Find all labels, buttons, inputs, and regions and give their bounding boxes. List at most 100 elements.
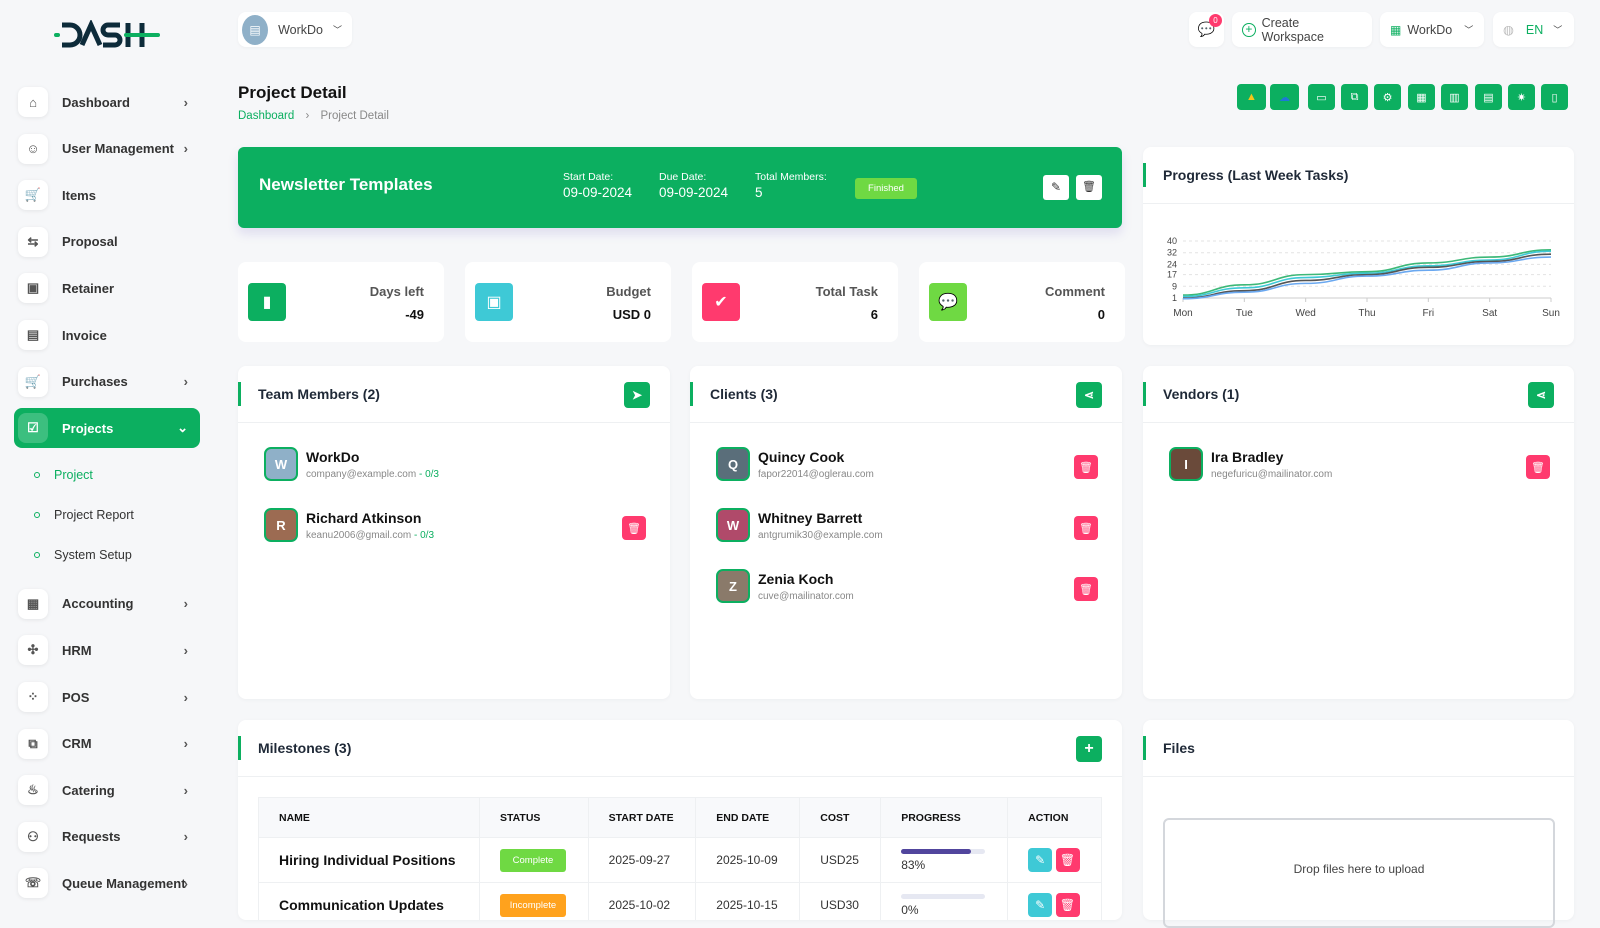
page-title: Project Detail xyxy=(238,83,347,102)
progress-fill xyxy=(901,848,971,854)
remove-member-button[interactable]: 🗑 xyxy=(1074,516,1098,540)
sidebar-item-label: Proposal xyxy=(62,234,118,250)
remove-member-button[interactable]: 🗑 xyxy=(1074,577,1098,601)
avatar: W xyxy=(716,508,750,542)
column-header[interactable]: COST xyxy=(799,797,882,838)
series-line-3 xyxy=(1182,256,1552,300)
toolbar-copy-button[interactable]: ⧉ xyxy=(1341,84,1368,110)
toolbar-onedrive-button[interactable]: ☁ xyxy=(1270,84,1299,110)
toolbar-calendar-button[interactable]: ▦ xyxy=(1408,84,1435,110)
pencil-icon: ✎ xyxy=(1035,898,1046,912)
sidebar-item-dashboard[interactable]: ⌂ Dashboard › xyxy=(14,82,200,122)
avatar: R xyxy=(264,508,298,542)
column-header[interactable]: START DATE xyxy=(587,797,697,838)
share-vendors-button[interactable]: ⋖ xyxy=(1528,382,1554,408)
chevron-right-icon: › xyxy=(183,642,188,658)
toolbar-settings-button[interactable]: ⚙ xyxy=(1374,84,1401,110)
edit-milestone-button[interactable]: ✎ xyxy=(1028,848,1053,872)
edit-milestone-button[interactable]: ✎ xyxy=(1028,893,1053,917)
member-name: Quincy Cook xyxy=(758,448,845,465)
sidebar-item-queue-management[interactable]: ☏ Queue Management › xyxy=(14,863,200,903)
trash-icon: 🗑 xyxy=(1059,853,1076,867)
column-header[interactable]: END DATE xyxy=(695,797,801,838)
series-line-2 xyxy=(1182,253,1552,299)
apps-icon: ▦ xyxy=(1390,22,1402,37)
column-header[interactable]: STATUS xyxy=(478,797,589,838)
delete-milestone-button[interactable]: 🗑 xyxy=(1055,893,1080,917)
column-header[interactable]: NAME xyxy=(258,797,480,838)
avatar: W xyxy=(264,447,298,481)
column-header[interactable]: PROGRESS xyxy=(880,797,1009,838)
delete-milestone-button[interactable]: 🗑 xyxy=(1055,848,1080,872)
milestone-start: 2025-09-27 xyxy=(587,837,697,883)
milestone-name: Hiring Individual Positions xyxy=(258,837,480,883)
trash-icon: 🗑 xyxy=(1079,522,1093,535)
sidebar-item-items[interactable]: 🛒 Items xyxy=(14,175,200,215)
toolbar-bug-button[interactable]: ✷ xyxy=(1508,84,1535,110)
file-icon: ▯ xyxy=(1551,91,1558,104)
column-header[interactable]: ACTION xyxy=(1007,797,1102,838)
toolbar-google-drive-button[interactable]: ▲ xyxy=(1237,84,1266,110)
workspace-switcher[interactable]: ▤ WorkDo ﹀ xyxy=(238,12,352,47)
sidebar-subitem-project[interactable]: Project xyxy=(34,468,93,482)
member-item: I Ira Bradley negefuricu@mailinator.com xyxy=(1169,447,1332,481)
sidebar-item-retainer[interactable]: ▣ Retainer xyxy=(14,268,200,308)
member-item: Z Zenia Koch cuve@mailinator.com xyxy=(716,569,854,603)
breadcrumb-dashboard[interactable]: Dashboard xyxy=(238,110,295,122)
catering-icon: ♨ xyxy=(18,775,48,806)
sidebar-item-purchases[interactable]: 🛒 Purchases › xyxy=(14,362,200,402)
project-header-card: Newsletter Templates Start Date: 09-09-2… xyxy=(238,147,1122,228)
sidebar-subitem-project-report[interactable]: Project Report xyxy=(34,508,134,522)
invite-member-button[interactable]: ➤ xyxy=(624,382,650,408)
stat-value: -49 xyxy=(405,307,424,322)
edit-project-button[interactable]: ✎ xyxy=(1043,175,1069,200)
remove-member-button[interactable]: 🗑 xyxy=(1074,455,1098,479)
sidebar-item-user-management[interactable]: ☺ User Management › xyxy=(14,129,200,169)
pencil-icon: ✎ xyxy=(1035,853,1046,867)
sidebar-item-catering[interactable]: ♨ Catering › xyxy=(14,770,200,810)
file-dropzone[interactable]: Drop files here to upload xyxy=(1163,818,1555,928)
sidebar-item-requests[interactable]: ⚇ Requests › xyxy=(14,817,200,857)
sidebar-item-projects[interactable]: ☑ Projects ⌄ xyxy=(14,408,200,449)
delete-project-button[interactable]: 🗑 xyxy=(1076,175,1102,200)
messages-button[interactable]: 💬 0 xyxy=(1189,12,1224,47)
sidebar-item-invoice[interactable]: ▤ Invoice xyxy=(14,315,200,355)
create-workspace-button[interactable]: + Create Workspace xyxy=(1232,12,1372,47)
add-milestone-button[interactable]: + xyxy=(1076,736,1102,762)
toolbar-file-button[interactable]: ▯ xyxy=(1541,84,1568,110)
trash-icon: 🗑 xyxy=(1079,461,1093,474)
workspace-menu[interactable]: ▦ WorkDo ﹀ xyxy=(1380,12,1484,47)
remove-member-button[interactable]: 🗑 xyxy=(622,516,646,540)
share-icon: ⋖ xyxy=(1535,388,1547,402)
check-icon: ✔ xyxy=(702,283,740,321)
toolbar-video-button[interactable]: ▭ xyxy=(1308,84,1335,110)
sidebar-subitem-system-setup[interactable]: System Setup xyxy=(34,548,132,562)
share-clients-button[interactable]: ⋖ xyxy=(1076,382,1102,408)
remove-member-button[interactable]: 🗑 xyxy=(1526,455,1550,479)
sidebar-item-pos[interactable]: ⁘ POS › xyxy=(14,677,200,717)
calendar-icon: ▮ xyxy=(248,283,286,321)
start-date-label: Start Date: xyxy=(563,171,614,183)
calendar-icon: ▦ xyxy=(1416,91,1427,104)
language-selector[interactable]: ◍ EN ﹀ xyxy=(1493,12,1574,47)
stat-card-budget: ▣ Budget USD 0 xyxy=(465,262,671,342)
sidebar-item-crm[interactable]: ⧉ CRM › xyxy=(14,724,200,764)
bullet-icon xyxy=(34,511,40,518)
sidebar-item-hrm[interactable]: ✣ HRM › xyxy=(14,630,200,670)
sidebar-item-proposal[interactable]: ⇆ Proposal xyxy=(14,222,200,262)
proposal-icon: ⇆ xyxy=(18,226,48,257)
sidebar-item-accounting[interactable]: ▦ Accounting › xyxy=(14,584,200,624)
toolbar-chart-button[interactable]: ▥ xyxy=(1441,84,1468,110)
sidebar-subitem-label: Project Report xyxy=(54,507,134,522)
requests-icon: ⚇ xyxy=(18,821,48,852)
money-icon: ▣ xyxy=(475,283,513,321)
sidebar-item-label: Requests xyxy=(62,829,121,845)
member-item: Q Quincy Cook fapor22014@oglerau.com xyxy=(716,447,874,481)
milestone-row: Hiring Individual Positions Complete 202… xyxy=(258,837,1102,883)
workspace-name: WorkDo xyxy=(278,22,323,37)
y-tick-label: 40 xyxy=(1167,236,1177,246)
retainer-icon: ▣ xyxy=(18,273,48,304)
chevron-right-icon: › xyxy=(183,689,188,705)
chevron-right-icon: › xyxy=(183,829,188,845)
toolbar-kanban-button[interactable]: ▤ xyxy=(1475,84,1502,110)
